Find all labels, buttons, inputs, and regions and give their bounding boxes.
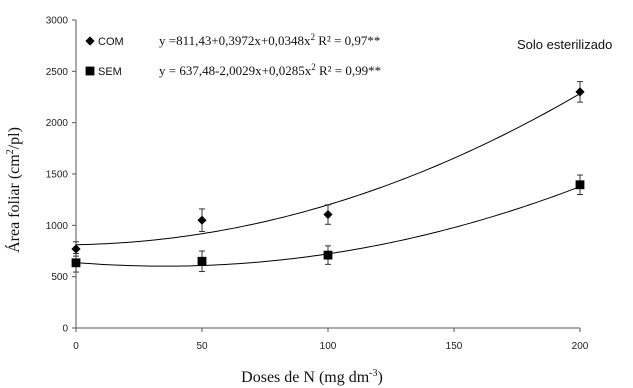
equation-power: 2 — [311, 32, 316, 42]
chart-annotation: Solo esterilizado — [517, 37, 612, 52]
equation-body: y =811,43+0,3972x+0,0348x — [159, 33, 311, 48]
data-point-sem — [323, 250, 333, 260]
equation-r2: R² = 0,99** — [316, 63, 381, 78]
x-tick-label: 200 — [572, 341, 589, 352]
y-tick-label: 500 — [51, 272, 68, 283]
x-axis-title-text: Doses de N (mg dm — [241, 369, 370, 386]
equation-sem: y = 637,48-2,0029x+0,0285x2 R² = 0,99** — [159, 62, 381, 78]
x-axis-ticks: 0 50 100 150 200 — [73, 328, 589, 352]
data-point-com — [323, 209, 333, 220]
y-tick-label: 1500 — [46, 170, 69, 181]
y-axis-title: Área foliar (cm2/pl) — [4, 127, 23, 253]
equation-r2: R² = 0,97** — [315, 33, 380, 48]
data-points — [71, 87, 585, 268]
legend-marker-sem — [85, 66, 95, 76]
y-axis-title-close: /pl) — [6, 127, 23, 149]
data-point-com — [197, 215, 207, 225]
error-bars — [73, 81, 583, 273]
data-point-com — [71, 244, 81, 254]
legend-marker-com — [85, 36, 95, 46]
y-tick-label: 1000 — [46, 221, 69, 232]
y-axis-title-text: Área foliar (cm — [4, 154, 23, 253]
y-tick-label: 2500 — [46, 67, 69, 78]
x-tick-label: 100 — [320, 341, 337, 352]
y-axis-ticks: 0 500 1000 1500 2000 2500 3000 — [46, 16, 76, 335]
y-tick-label: 0 — [62, 324, 68, 335]
data-point-sem — [575, 180, 585, 190]
data-point-sem — [197, 256, 207, 266]
equation-power: 2 — [311, 62, 316, 72]
equation-body: y = 637,48-2,0029x+0,0285x — [159, 63, 312, 78]
data-point-com — [575, 87, 585, 97]
y-tick-label: 3000 — [46, 16, 69, 27]
data-point-sem — [71, 258, 81, 268]
y-tick-label: 2000 — [46, 118, 69, 129]
x-tick-label: 150 — [446, 341, 463, 352]
fit-curves — [75, 93, 581, 267]
equation-com: y =811,43+0,3972x+0,0348x2 R² = 0,97** — [159, 32, 380, 48]
x-tick-label: 50 — [196, 341, 208, 352]
legend-label-sem: SEM — [98, 66, 122, 78]
x-tick-label: 0 — [73, 341, 79, 352]
legend: COM y =811,43+0,3972x+0,0348x2 R² = 0,97*… — [85, 32, 381, 78]
x-axis-title: Doses de N (mg dm-3) — [241, 368, 383, 386]
y-axis-title-sup: 2 — [5, 149, 16, 154]
legend-label-com: COM — [98, 36, 124, 48]
x-axis-title-sup: -3 — [369, 368, 377, 379]
x-axis-title-close: ) — [378, 369, 383, 386]
